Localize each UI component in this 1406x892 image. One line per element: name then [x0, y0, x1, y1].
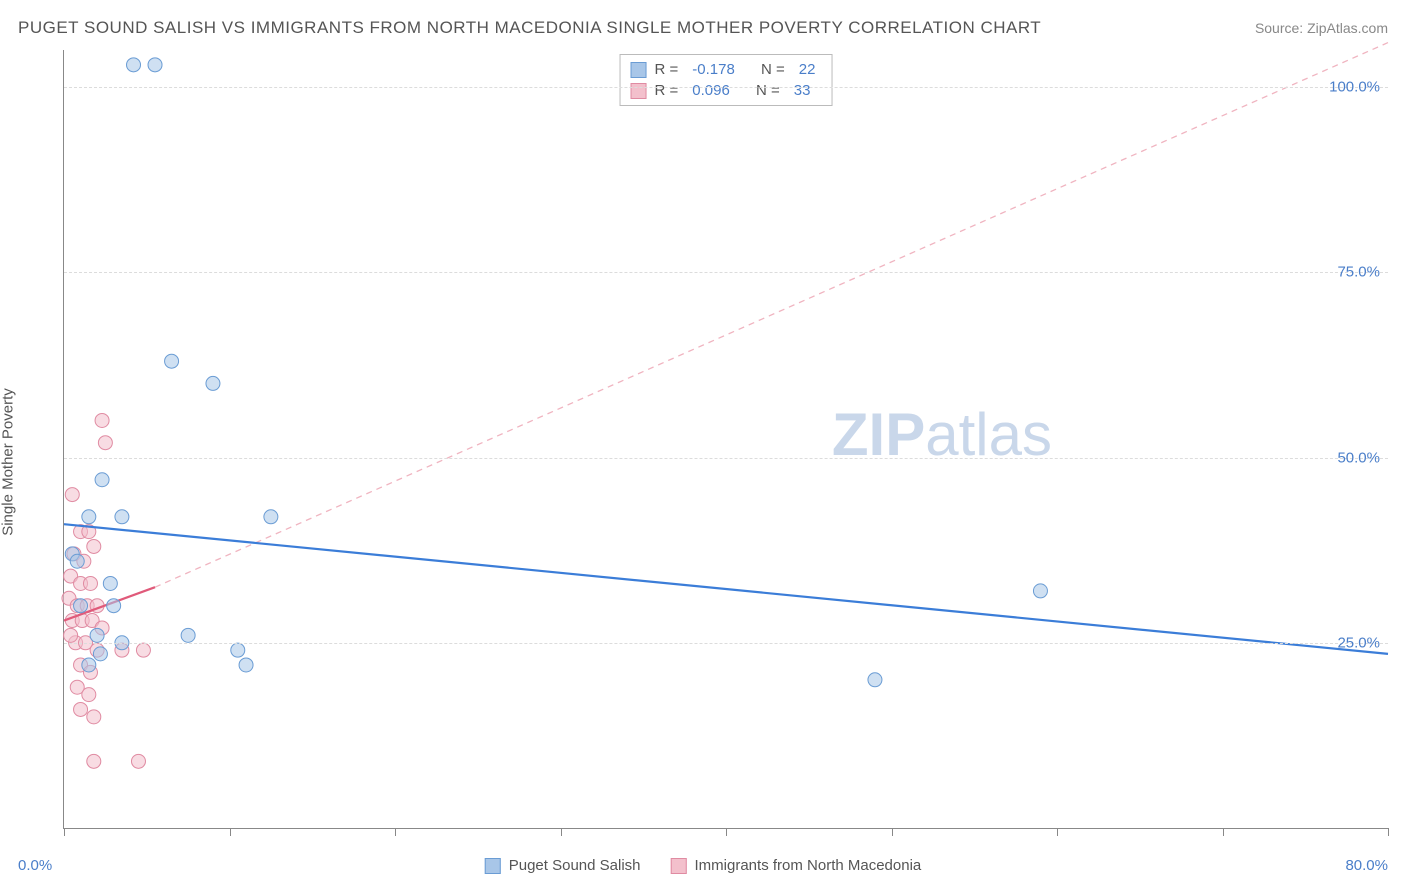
data-point — [82, 658, 96, 672]
gridline — [64, 458, 1388, 459]
correlation-legend: R = -0.178 N = 22 R = 0.096 N = 33 — [620, 54, 833, 106]
legend-swatch-1 — [631, 62, 647, 78]
x-tick-min: 0.0% — [18, 857, 52, 874]
scatter-svg — [64, 50, 1388, 828]
r-value-1: -0.178 — [692, 61, 735, 78]
x-tick — [726, 828, 727, 836]
y-tick-label: 75.0% — [1337, 264, 1380, 281]
gridline — [64, 87, 1388, 88]
legend-swatch-bottom-1 — [485, 858, 501, 874]
chart-container: Single Mother Poverty ZIPatlas R = -0.17… — [18, 50, 1388, 874]
data-point — [264, 510, 278, 524]
data-point — [83, 576, 97, 590]
data-point — [87, 710, 101, 724]
plot-area: ZIPatlas R = -0.178 N = 22 R = 0.096 N =… — [63, 50, 1388, 829]
data-point — [107, 599, 121, 613]
x-tick — [1388, 828, 1389, 836]
x-tick — [230, 828, 231, 836]
chart-header: PUGET SOUND SALISH VS IMMIGRANTS FROM NO… — [18, 18, 1388, 38]
n-value-1: 22 — [799, 61, 816, 78]
r-value-2: 0.096 — [692, 82, 730, 99]
data-point — [181, 628, 195, 642]
legend-label-1: Puget Sound Salish — [509, 857, 641, 874]
y-tick-label: 100.0% — [1329, 79, 1380, 96]
data-point — [206, 376, 220, 390]
data-point — [136, 643, 150, 657]
data-point — [64, 628, 78, 642]
data-point — [98, 436, 112, 450]
series-legend: Puget Sound Salish Immigrants from North… — [485, 857, 922, 874]
gridline — [64, 272, 1388, 273]
x-tick — [1223, 828, 1224, 836]
data-point — [148, 58, 162, 72]
legend-label-2: Immigrants from North Macedonia — [695, 857, 922, 874]
n-label: N = — [756, 82, 780, 99]
data-point — [239, 658, 253, 672]
legend-swatch-2 — [631, 83, 647, 99]
legend-row-series-2: R = 0.096 N = 33 — [631, 80, 822, 101]
x-tick — [64, 828, 65, 836]
x-tick — [1057, 828, 1058, 836]
data-point — [87, 754, 101, 768]
x-tick-max: 80.0% — [1345, 857, 1388, 874]
data-point — [95, 413, 109, 427]
legend-row-series-1: R = -0.178 N = 22 — [631, 59, 822, 80]
x-tick — [892, 828, 893, 836]
data-point — [65, 488, 79, 502]
y-axis-label: Single Mother Poverty — [0, 388, 17, 536]
legend-item-2: Immigrants from North Macedonia — [671, 857, 922, 874]
n-value-2: 33 — [794, 82, 811, 99]
x-tick — [561, 828, 562, 836]
data-point — [90, 628, 104, 642]
chart-title: PUGET SOUND SALISH VS IMMIGRANTS FROM NO… — [18, 18, 1041, 38]
y-tick-label: 25.0% — [1337, 634, 1380, 651]
data-point — [82, 510, 96, 524]
gridline — [64, 643, 1388, 644]
data-point — [70, 554, 84, 568]
data-point — [165, 354, 179, 368]
data-point — [131, 754, 145, 768]
data-point — [74, 599, 88, 613]
data-point — [868, 673, 882, 687]
data-point — [231, 643, 245, 657]
n-label: N = — [761, 61, 785, 78]
data-point — [115, 510, 129, 524]
data-point — [82, 688, 96, 702]
x-tick — [395, 828, 396, 836]
r-label: R = — [655, 61, 679, 78]
trend-line-extension — [155, 43, 1388, 588]
data-point — [74, 702, 88, 716]
data-point — [87, 539, 101, 553]
data-point — [103, 576, 117, 590]
r-label: R = — [655, 82, 679, 99]
data-point — [95, 473, 109, 487]
data-point — [93, 647, 107, 661]
legend-item-1: Puget Sound Salish — [485, 857, 641, 874]
data-point — [1033, 584, 1047, 598]
legend-swatch-bottom-2 — [671, 858, 687, 874]
source-attribution: Source: ZipAtlas.com — [1255, 20, 1388, 36]
data-point — [127, 58, 141, 72]
y-tick-label: 50.0% — [1337, 449, 1380, 466]
trend-line — [64, 524, 1388, 654]
